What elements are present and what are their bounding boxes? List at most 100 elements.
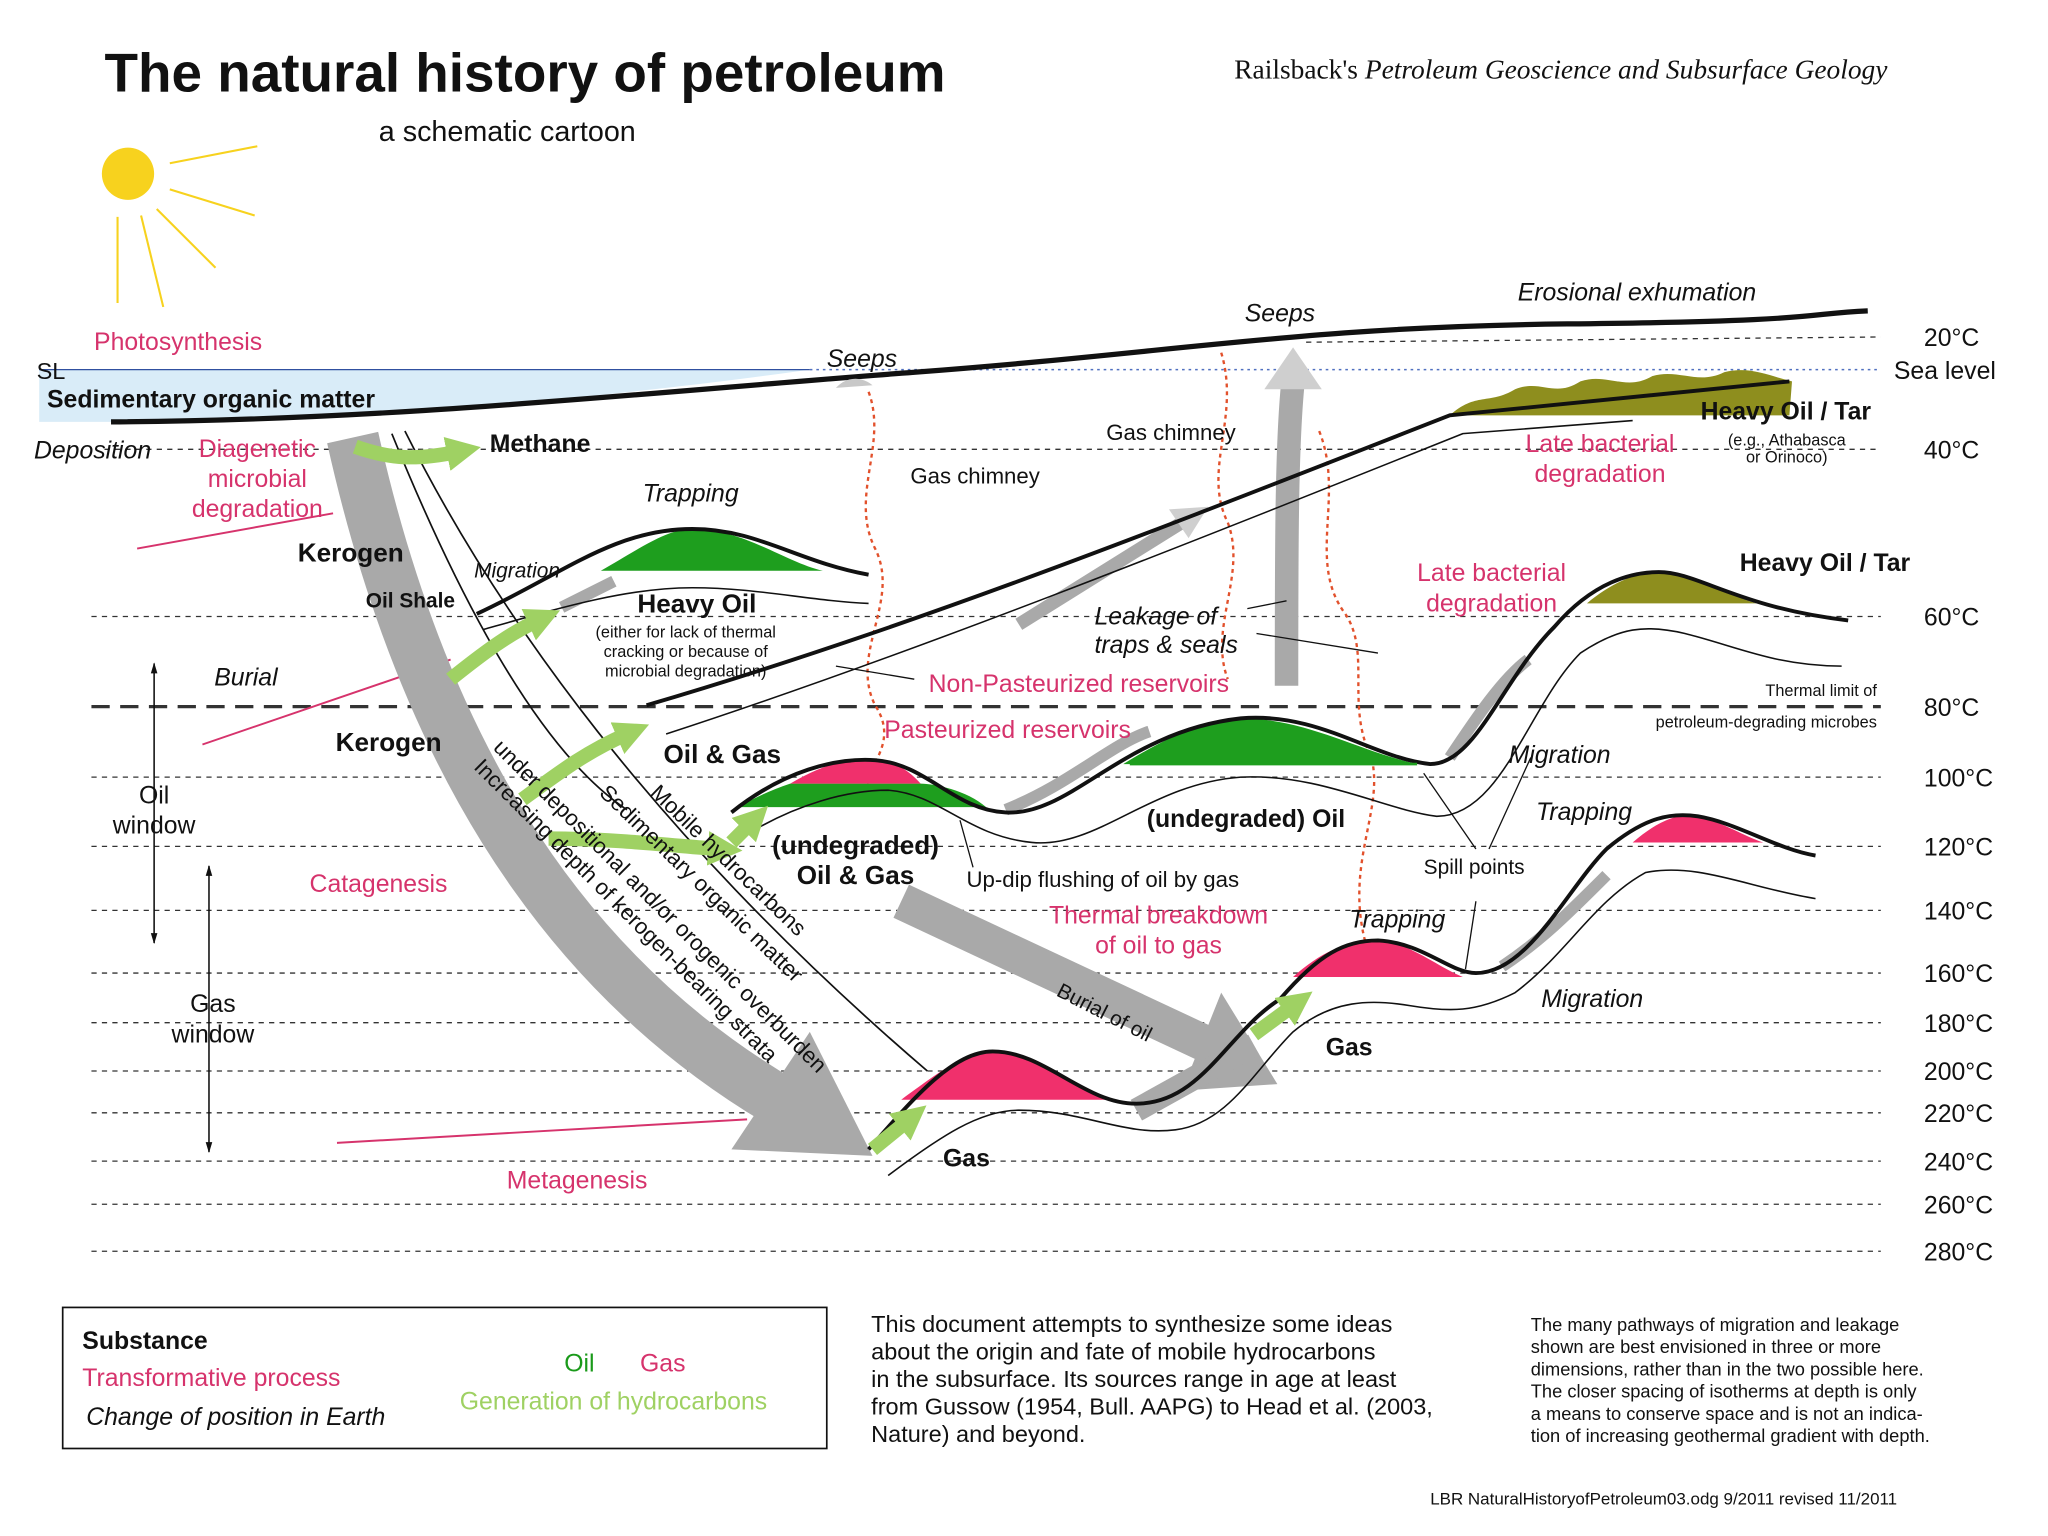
leakage-arrow <box>1015 516 1186 630</box>
text-line: microbial degradation) <box>605 663 766 681</box>
text-line: traps & seals <box>1095 632 1238 659</box>
text-line: The closer spacing of isotherms at depth… <box>1531 1381 1918 1402</box>
text-line: degradation <box>1535 461 1666 488</box>
isotherm-label: 200°C <box>1924 1059 1993 1086</box>
reservoir-layer <box>744 627 1842 844</box>
reservoir-layer <box>887 869 1816 1177</box>
label: Burial <box>214 665 279 692</box>
label: Seeps <box>1245 300 1315 327</box>
text-line: in the subsurface. Its sources range in … <box>871 1366 1397 1392</box>
label: Migration <box>1509 742 1611 769</box>
label: Heavy Oil / Tar <box>1740 550 1911 577</box>
text-line: Diagenetic <box>199 436 316 463</box>
isotherm-label: 20°C <box>1924 325 1979 352</box>
isotherm-label: 240°C <box>1924 1149 1993 1176</box>
text-line: Late bacterial <box>1417 560 1566 587</box>
sea <box>39 369 810 422</box>
text-line: window <box>112 812 196 839</box>
text-line: petroleum-degrading microbes <box>1656 714 1877 732</box>
label: Spill points <box>1424 856 1525 879</box>
label: Diagenetic microbial degradation <box>192 436 323 523</box>
sun <box>101 147 155 200</box>
text-line: tion of increasing geothermal gradient w… <box>1531 1425 1930 1446</box>
text-line: This document attempts to synthesize som… <box>871 1311 1392 1337</box>
pointer-line <box>336 1118 748 1144</box>
source: Railsback's Petroleum Geoscience and Sub… <box>1234 54 1888 84</box>
isotherm-label: 60°C <box>1924 605 1979 632</box>
isotherm-line <box>1306 336 1881 343</box>
text-line: about the origin and fate of mobile hydr… <box>871 1339 1375 1365</box>
oil-trap <box>600 528 823 571</box>
reservoir-layer <box>665 419 1633 735</box>
label: Gas <box>1326 1034 1373 1061</box>
text-line: or Orinoco) <box>1746 448 1828 466</box>
label: Non-Pasteurized reservoirs <box>929 671 1229 698</box>
seep-arrow <box>1274 380 1305 686</box>
sun-rays <box>116 145 258 308</box>
tar-trap <box>1586 572 1757 604</box>
label: Kerogen <box>336 727 442 757</box>
gas-chimney <box>1318 430 1376 941</box>
strata-line <box>391 433 628 811</box>
label: Oil Shale <box>366 589 455 612</box>
isotherm-label: 260°C <box>1924 1192 1993 1219</box>
label: Heavy Oil / Tar <box>1701 398 1872 425</box>
gas-trap <box>1632 815 1764 843</box>
generation-arrow <box>726 805 769 848</box>
label: Migration <box>474 559 560 582</box>
text-line: a means to conserve space and is not an … <box>1531 1403 1923 1424</box>
text-line: Oil <box>139 782 169 809</box>
source-book: Petroleum Geoscience and Subsurface Geol… <box>1364 54 1888 84</box>
label: (e.g., Athabasca or Orinoco) <box>1728 431 1847 466</box>
oil-trap <box>1123 718 1418 765</box>
label: Gas chimney <box>1106 420 1236 445</box>
legend-item: Generation of hydrocarbons <box>460 1388 767 1415</box>
label: Oil window <box>112 782 196 839</box>
label: Methane <box>490 431 591 458</box>
label: Seeps <box>827 346 897 373</box>
label: Trapping <box>643 481 739 508</box>
text-line: degradation <box>1426 590 1557 617</box>
text-line: Late bacterial <box>1526 431 1675 458</box>
label: Pasteurized reservoirs <box>884 717 1131 744</box>
text-line: shown are best envisioned in three or mo… <box>1531 1336 1881 1357</box>
generation-arrow <box>1249 991 1313 1041</box>
text-line: (undegraded) <box>772 830 939 860</box>
label: Migration <box>1541 986 1643 1013</box>
label: Deposition <box>34 437 151 464</box>
reservoir-layer <box>475 527 869 616</box>
isotherm-label: 220°C <box>1924 1101 1993 1128</box>
title: The natural history of petroleum <box>104 41 945 103</box>
label: Photosynthesis <box>94 329 262 356</box>
label: Gas window <box>171 991 255 1048</box>
text-line: Nature) and beyond. <box>871 1421 1085 1447</box>
isotherm-label: 80°C <box>1924 695 1979 722</box>
migration-arrow <box>1003 725 1152 816</box>
subtitle: a schematic cartoon <box>379 116 636 148</box>
pointer-line <box>136 512 334 550</box>
label: Erosional exhumation <box>1518 279 1756 306</box>
migration-arrow <box>1498 870 1611 972</box>
source-author: Railsback's <box>1234 54 1358 84</box>
label: Up-dip flushing of oil by gas <box>967 867 1240 892</box>
gas-trap <box>790 759 921 784</box>
label: Heavy Oil <box>637 589 756 619</box>
gas-chimney <box>864 391 886 785</box>
isotherm-label: 120°C <box>1924 835 1993 862</box>
legend-item: Change of position in Earth <box>86 1404 385 1431</box>
generation-arrow <box>867 1105 927 1155</box>
text-line: (e.g., Athabasca <box>1728 431 1847 449</box>
oil-trap <box>737 783 987 808</box>
label: Catagenesis <box>310 871 448 898</box>
isotherm-label: 280°C <box>1924 1239 1993 1266</box>
isotherm-label: 180°C <box>1924 1011 1993 1038</box>
label: Thermal breakdown of oil to gas <box>1049 902 1268 959</box>
label: Oil & Gas <box>664 739 782 769</box>
label: (undegraded) Oil <box>1147 806 1345 833</box>
text-line: dimensions, rather than in the two possi… <box>1531 1358 1924 1379</box>
legend-item: Substance <box>82 1328 207 1355</box>
isotherm-label: 100°C <box>1924 765 1993 792</box>
text-line: Oil & Gas <box>797 860 915 890</box>
seep-mound <box>835 378 873 388</box>
